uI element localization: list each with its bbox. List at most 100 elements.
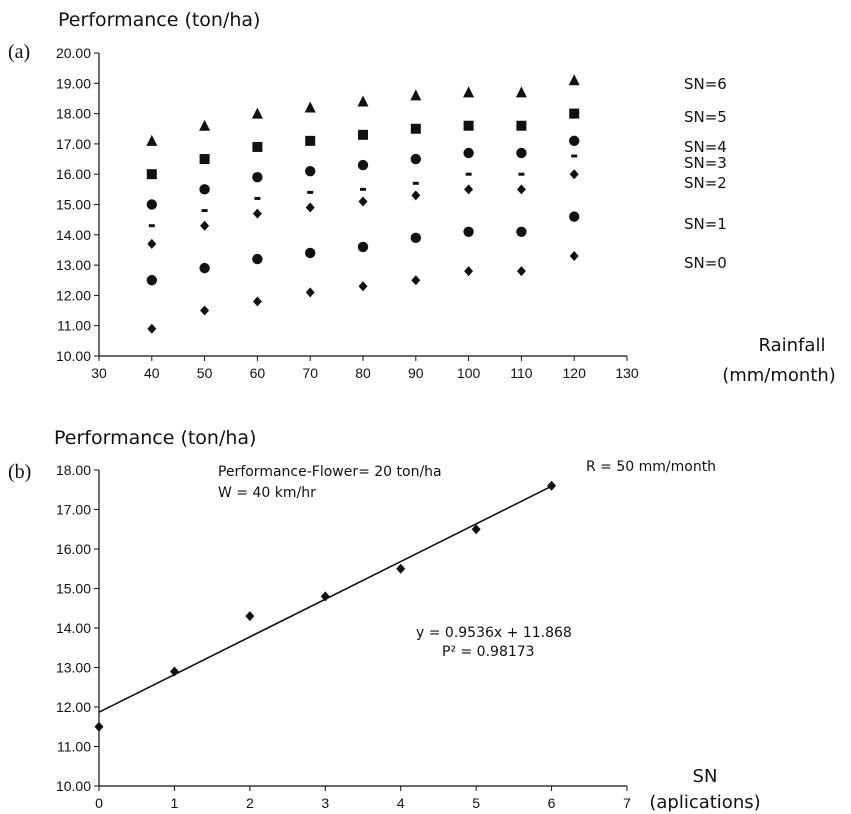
chart-b-y-tick-label: 12.00 [56,699,91,715]
chart-a-point [358,196,368,207]
chart-a-point [410,232,421,244]
chart-a-x-tick-label: 60 [250,365,266,381]
chart-a-point [464,184,474,195]
chart-a-xlabel-line2: (mm/month) [722,365,836,386]
chart-a-point [516,147,527,159]
chart-a-y-tick-label: 17.00 [56,136,91,152]
chart-a-y-tick-label: 11.00 [57,318,91,334]
chart-a-point [252,208,262,219]
chart-b-point [547,480,557,491]
chart-b-panel-label: (b) [8,461,31,483]
chart-a-point [360,187,366,191]
chart-a-point [200,305,210,316]
chart-a-y-tick-label: 14.00 [56,227,91,243]
chart-b-x-tick-label: 0 [95,795,103,811]
chart-a-point [307,190,314,194]
chart-b-y-tick-label: 10.00 [56,778,91,794]
chart-a-point [254,196,261,200]
chart-a-point [252,296,262,307]
chart-a-point [569,169,579,180]
chart-a-point [146,169,157,180]
chart-b-y-tick-label: 16.00 [56,541,91,557]
chart-a-point [304,101,316,113]
chart-a-ylabel: Performance (ton/ha) [58,9,260,31]
chart-a-point [252,141,263,152]
chart-b-y-tick-label: 18.00 [56,462,91,478]
chart-a-series-label: SN=6 [684,75,727,93]
chart-a-point [569,211,580,222]
chart-a-point [357,95,369,107]
chart-a-point [410,89,422,101]
chart-a-point [148,224,155,228]
chart-a-point [147,238,157,249]
chart-b-x-tick-label: 2 [246,795,254,811]
chart-a-point [411,275,421,286]
chart-b-x-tick-label: 3 [321,795,329,811]
chart-a-point [516,226,527,237]
chart-a-xlabel-line1: Rainfall [759,335,826,356]
chart-b-annotation-wind: W = 40 km/hr [218,485,316,501]
chart-a-point [146,199,157,210]
chart-a-series-label: SN=2 [684,174,727,192]
chart-b-point [471,524,481,535]
chart-a-y-tick-label: 13.00 [56,257,91,273]
chart-a-point [569,135,580,147]
chart-b-x-tick-label: 1 [171,795,179,811]
chart-a-series-label: SN=1 [684,215,727,233]
chart-a-point [305,202,315,213]
chart-a-point [463,120,474,131]
chart-a-point [516,266,526,277]
chart-b-y-tick-label: 17.00 [56,502,91,518]
chart-b-y-tick-label: 13.00 [56,660,91,676]
chart-a-point [411,190,421,201]
chart-b-y-tick-label: 14.00 [56,620,91,636]
chart-a-point [516,184,526,195]
chart-b: 10.00 11.00 12.00 13.00 14.00 15.00 16.00 17.00… [56,462,631,811]
chart-b-point [245,611,255,622]
chart-a-y-tick-label: 10.00 [56,348,91,364]
chart-a-x-tick-label: 130 [615,365,639,381]
chart-a-x-tick-label: 40 [144,365,160,381]
chart-b-xlabel-line2: (aplications) [649,792,760,813]
chart-a-point [569,251,579,262]
chart-b-point [396,563,406,574]
chart-a-point [463,86,475,98]
chart-a-series-label: SN=3 [684,154,727,172]
chart-a-series-label: SN=0 [684,254,727,272]
chart-b-point [94,721,104,732]
chart-b-ylabel: Performance (ton/ha) [54,427,256,449]
chart-a-point [251,107,263,119]
chart-a-point [199,262,210,274]
chart-a-point [568,74,580,86]
chart-a-x-tick-label: 30 [91,365,107,381]
chart-a-panel-label: (a) [8,41,30,63]
chart-a-point [358,281,368,292]
chart-a-point [412,181,419,185]
chart-a-x-tick-label: 110 [510,365,533,381]
chart-a-point [569,108,580,119]
chart-a-point [410,123,421,134]
chart-a-point [305,165,316,177]
chart-a-point [518,172,525,176]
chart-a-point [463,226,474,237]
chart-a-x-tick-label: 100 [457,365,481,381]
chart-b-y-tick-label: 11.00 [57,739,91,755]
chart-a-point [357,159,369,171]
chart-b-x-tick-label: 5 [472,795,480,811]
chart-a-point [410,153,421,165]
chart-a-point [463,147,474,159]
chart-a-y-tick-label: 18.00 [56,106,91,122]
chart-a-point [305,247,316,259]
chart-a-y-tick-label: 19.00 [56,75,91,91]
chart-a-point [146,275,157,286]
chart-a: 10.00 11.00 12.00 13.00 14.00 15.00 16.00 17.00… [56,45,727,381]
chart-a-point [515,86,527,98]
chart-b-xlabel-line1: SN [693,766,718,787]
chart-a-point [201,209,208,213]
chart-a-x-tick-label: 80 [355,365,371,381]
chart-b-r2: P² = 0.98173 [442,644,535,660]
chart-b-annotation-rain: R = 50 mm/month [586,459,716,475]
chart-a-point [305,135,316,146]
chart-a-point [199,119,211,131]
